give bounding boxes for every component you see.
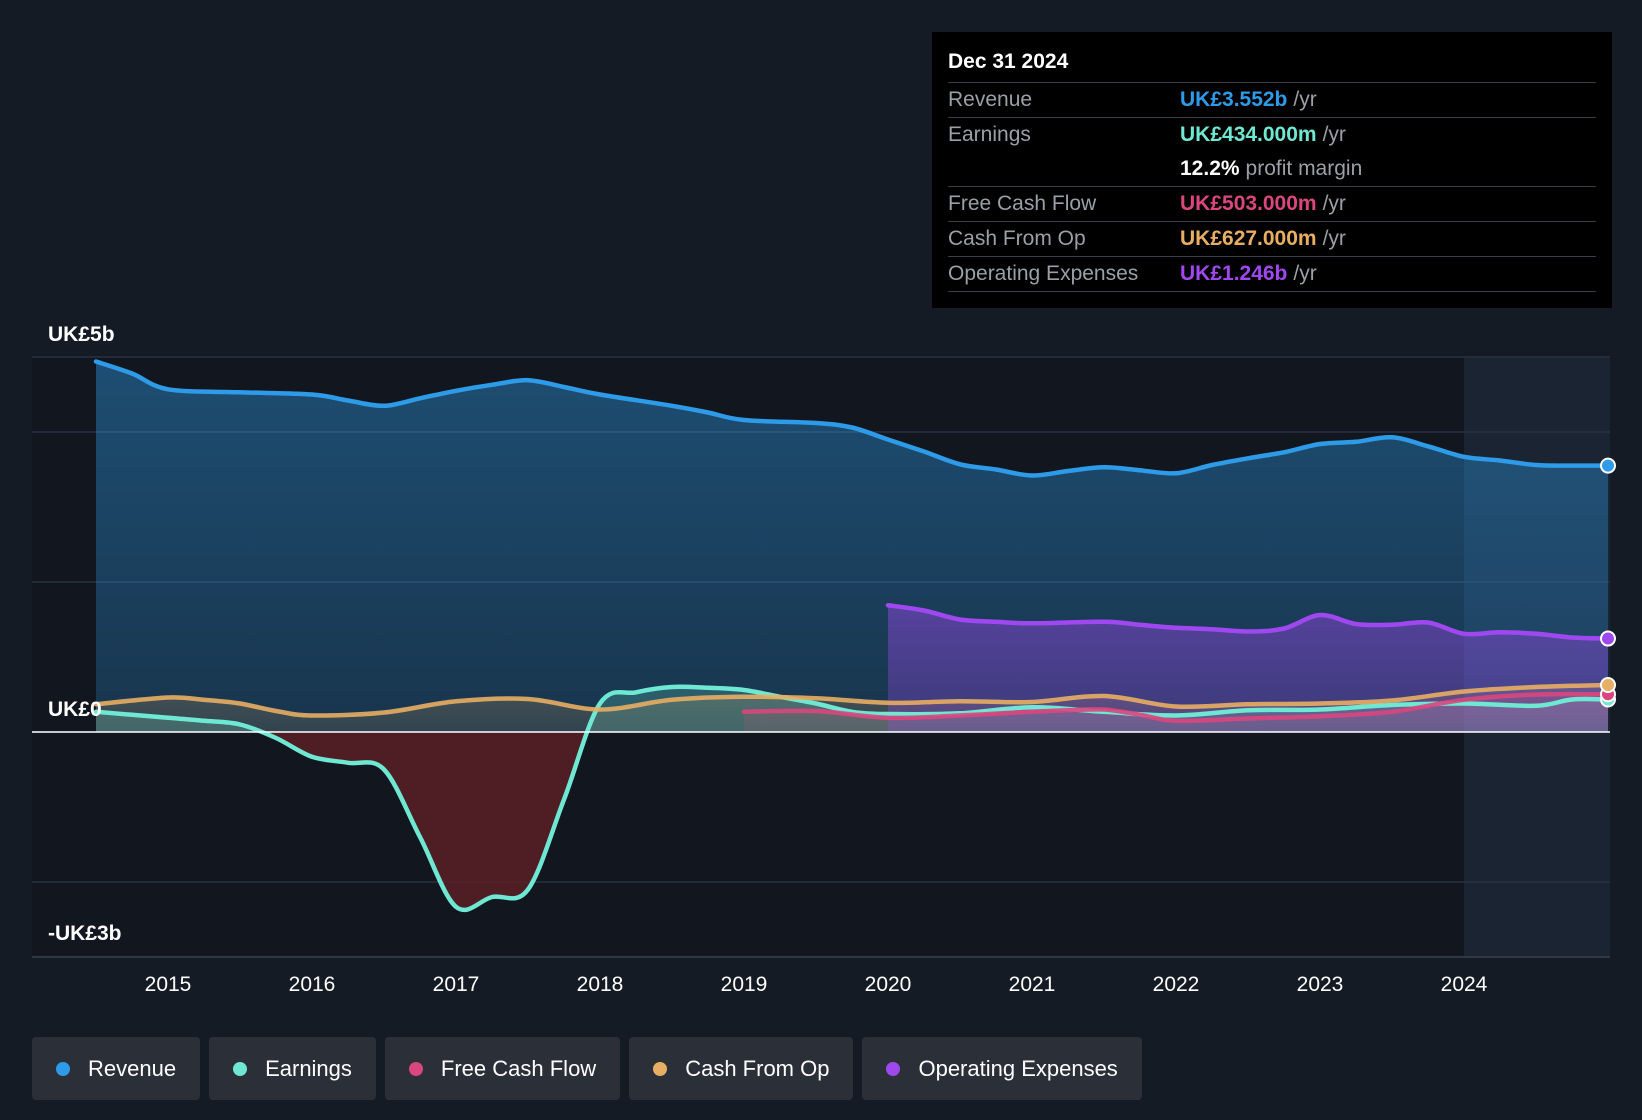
cash-from-op-line — [93, 682, 1611, 718]
x-tick-label: 2022 — [1153, 973, 1200, 996]
profit-margin-value: 12.2% — [1180, 157, 1240, 180]
free-cash-flow-line — [741, 691, 1611, 724]
legend-label: Free Cash Flow — [440, 1055, 597, 1081]
x-tick-label: 2020 — [865, 973, 912, 996]
series-lines — [93, 359, 1611, 913]
tooltip-panel: Dec 31 2024 Revenue UK£3.552b /yr Earnin… — [932, 32, 1612, 308]
revenue-end-marker — [1600, 457, 1616, 474]
legend-item-earnings[interactable]: Earnings — [209, 1037, 376, 1100]
legend-dot-icon — [886, 1061, 901, 1076]
legend-dot-icon — [233, 1061, 248, 1076]
x-tick-label: 2019 — [721, 973, 768, 996]
tooltip-row-cash-from-op: Cash From Op UK£627.000m /yr — [948, 222, 1596, 257]
tooltip-row-operating-expenses: Operating Expenses UK£1.246b /yr — [948, 257, 1596, 292]
revenue-line — [93, 359, 1611, 478]
tooltip-value: UK£3.552b — [1180, 88, 1288, 111]
legend-dot-icon — [408, 1061, 423, 1076]
legend: Revenue Earnings Free Cash Flow Cash Fro… — [32, 1037, 1142, 1100]
tooltip-date: Dec 31 2024 — [948, 46, 1596, 83]
tooltip-row-free-cash-flow: Free Cash Flow UK£503.000m /yr — [948, 187, 1596, 222]
tooltip-unit: /yr — [1293, 88, 1317, 111]
cash-from-op-end-marker — [1600, 676, 1616, 693]
legend-item-cash-from-op[interactable]: Cash From Op — [629, 1037, 854, 1100]
profit-margin-text: profit margin — [1245, 157, 1363, 180]
tooltip-unit: /yr — [1293, 262, 1317, 285]
legend-label: Operating Expenses — [918, 1055, 1118, 1081]
tooltip-value: UK£1.246b — [1180, 262, 1288, 285]
legend-label: Revenue — [88, 1055, 177, 1081]
y-tick-label: UK£0 — [48, 698, 102, 721]
series-end-markers — [1600, 457, 1616, 708]
legend-item-free-cash-flow[interactable]: Free Cash Flow — [384, 1037, 621, 1100]
legend-label: Earnings — [265, 1055, 352, 1081]
y-axis-labels: UK£5b UK£0 -UK£3b — [48, 323, 122, 945]
legend-dot-icon — [56, 1061, 70, 1076]
x-axis-labels: 2015 2016 2017 2018 2019 2020 2021 2022 2023 2024 — [145, 973, 1488, 996]
y-tick-label: UK£5b — [48, 323, 115, 346]
tooltip-value: UK£503.000m — [1180, 192, 1317, 215]
tooltip-label: Revenue — [948, 88, 1033, 111]
tooltip-label: Free Cash Flow — [948, 192, 1097, 215]
tooltip-row-earnings: Earnings UK£434.000m /yr — [948, 118, 1596, 152]
legend-item-operating-expenses[interactable]: Operating Expenses — [862, 1037, 1142, 1100]
x-tick-label: 2018 — [577, 973, 624, 996]
tooltip-unit: /yr — [1322, 192, 1346, 215]
tooltip-row-profit-margin: 12.2% profit margin — [948, 152, 1596, 187]
tooltip-value: UK£627.000m — [1180, 227, 1317, 250]
tooltip-label: Earnings — [948, 123, 1031, 146]
earnings-line — [93, 684, 1611, 913]
operating-expenses-line — [885, 603, 1611, 641]
tooltip-value: UK£434.000m — [1180, 123, 1317, 146]
earnings-area-negative — [96, 732, 1608, 910]
legend-label: Cash From Op — [685, 1055, 830, 1081]
x-tick-label: 2017 — [433, 973, 480, 996]
tooltip-row-revenue: Revenue UK£3.552b /yr — [948, 83, 1596, 118]
x-tick-label: 2016 — [289, 973, 336, 996]
tooltip-label: Cash From Op — [948, 227, 1086, 250]
legend-item-revenue[interactable]: Revenue — [32, 1037, 201, 1100]
x-tick-label: 2015 — [145, 973, 192, 996]
operating-expenses-end-marker — [1600, 630, 1616, 647]
tooltip-unit: /yr — [1322, 227, 1346, 250]
x-tick-label: 2021 — [1009, 973, 1056, 996]
x-tick-label: 2024 — [1441, 973, 1488, 996]
legend-dot-icon — [653, 1061, 668, 1076]
tooltip-label: Operating Expenses — [948, 262, 1139, 285]
x-tick-label: 2023 — [1297, 973, 1344, 996]
y-tick-label: -UK£3b — [48, 922, 122, 945]
tooltip-unit: /yr — [1322, 123, 1346, 146]
